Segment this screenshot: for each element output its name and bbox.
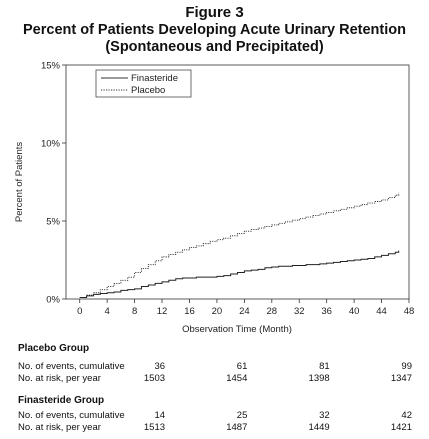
- y-tick-label: 10%: [41, 139, 61, 150]
- chart-svg: 0 4 8 12 16 20 24 28 32 36 40 44 48 0%5%10%15% Obser…: [14, 61, 414, 336]
- row-label: No. at risk, per year: [18, 422, 101, 433]
- plot-frame: [65, 64, 410, 300]
- y-tick-label: 0%: [46, 295, 60, 306]
- table-cell: 32: [319, 410, 330, 421]
- y-tick-label: 5%: [46, 217, 60, 228]
- x-tick-label: 44: [376, 306, 387, 317]
- x-tick-label: 24: [239, 306, 250, 317]
- group-heading-placebo: Placebo Group: [18, 343, 90, 354]
- y-tick-label: 15%: [41, 61, 61, 72]
- series-line-finasteride: [79, 250, 400, 298]
- figure-label: Figure 3: [185, 4, 244, 21]
- x-tick-label: 16: [184, 306, 195, 317]
- x-tick-label: 48: [404, 306, 415, 317]
- table-cell: 1347: [390, 373, 412, 384]
- table-cell: 61: [236, 361, 248, 372]
- table-cell: 1503: [143, 373, 166, 384]
- table-cell: 1398: [308, 373, 330, 384]
- row-label: No. at risk, per year: [18, 373, 101, 384]
- table-cell: 1513: [143, 422, 166, 433]
- x-axis-label: Observation Time (Month): [182, 324, 292, 335]
- group-heading-finasteride: Finasteride Group: [18, 395, 105, 406]
- x-tick-label: 28: [267, 306, 278, 317]
- x-tick-label: 20: [212, 306, 223, 317]
- table-cell: 99: [401, 361, 412, 372]
- y-axis-label: Percent of Patients: [14, 142, 25, 223]
- table-cell: 1487: [226, 422, 248, 433]
- legend-label-finasteride: Finasteride: [131, 73, 178, 84]
- row-label: No. of events, cumulative: [18, 361, 125, 372]
- chart-title-line-1: Percent of Patients Developing Acute Uri…: [23, 22, 406, 38]
- table-cell: 14: [154, 410, 166, 421]
- x-tick-label: 4: [105, 306, 110, 317]
- row-label: No. of events, cumulative: [18, 410, 125, 421]
- table-cell: 1449: [308, 422, 330, 433]
- table-cell: 42: [401, 410, 412, 421]
- table-cell: 1421: [390, 422, 412, 433]
- table-cell: 36: [154, 361, 166, 372]
- legend: Finasteride Placebo: [95, 69, 192, 98]
- series-group: [79, 192, 400, 298]
- x-tick-label: 40: [349, 306, 360, 317]
- table-cell: 1454: [226, 373, 248, 384]
- x-tick-label: 8: [132, 306, 137, 317]
- legend-box: [95, 69, 192, 98]
- x-tick-label: 0: [77, 306, 82, 317]
- table-cell: 25: [236, 410, 248, 421]
- chart-title-line-2: (Spontaneous and Precipitated): [105, 39, 324, 55]
- y-axis-ticks: 0% 5% 10% 15%: [41, 61, 66, 306]
- table-cell: 81: [319, 361, 330, 372]
- x-axis-ticks: 0 4 8 12 16 20 24 28 32 36 40 44 48: [77, 299, 414, 317]
- x-tick-label: 32: [294, 306, 305, 317]
- legend-label-placebo: Placebo: [131, 85, 165, 96]
- series-line-placebo: [79, 192, 400, 298]
- x-tick-label: 36: [321, 306, 332, 317]
- x-tick-label: 12: [157, 306, 168, 317]
